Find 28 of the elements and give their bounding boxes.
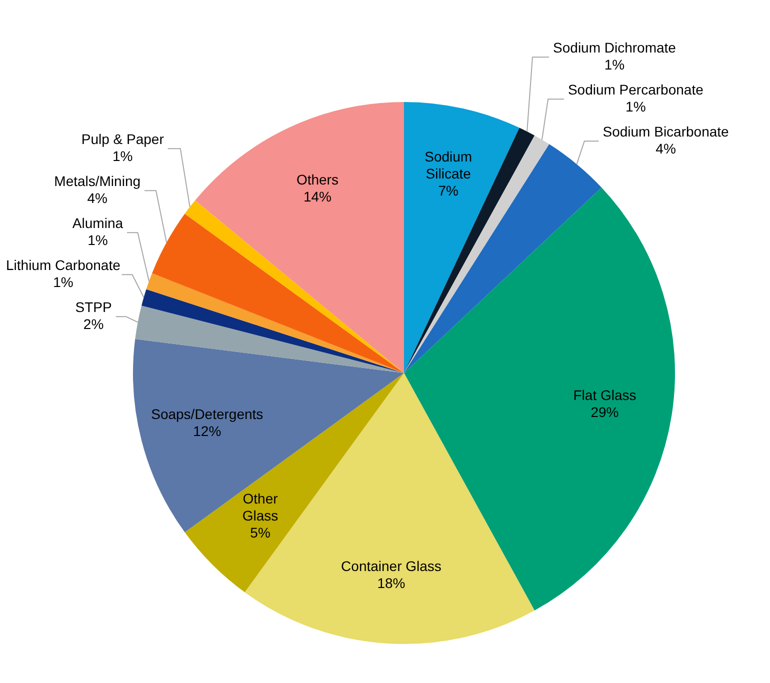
data-label: 14% — [303, 188, 332, 204]
data-label: 1% — [53, 274, 74, 290]
data-label: 1% — [626, 98, 646, 114]
data-label: 4% — [656, 140, 676, 156]
slice-label: Sodium Silicate — [424, 148, 472, 182]
slice-label: Flat Glass — [573, 387, 636, 404]
data-label: 1% — [604, 56, 625, 72]
slice-label: STPP — [75, 298, 112, 315]
slice-label: Sodium Percarbonate — [568, 81, 704, 98]
data-label: 18% — [377, 575, 406, 592]
slice-label: Metals/Mining — [54, 172, 141, 189]
slice-label: Container Glass — [341, 558, 442, 574]
data-label: 2% — [83, 316, 104, 332]
slice-label: Pulp & Paper — [81, 130, 164, 147]
slice-label: Sodium Dichromate — [553, 39, 676, 56]
data-label: 12% — [193, 422, 222, 439]
data-label: 5% — [250, 524, 270, 541]
data-label: 1% — [112, 148, 133, 164]
slice-label: Soaps/Detergents — [151, 406, 264, 422]
data-label: 4% — [87, 190, 108, 206]
data-label: 1% — [88, 232, 108, 248]
slice-label: Other Glass — [242, 490, 278, 524]
data-label: 7% — [438, 182, 458, 199]
data-label: 29% — [590, 404, 619, 420]
slice-label: Others — [296, 171, 338, 188]
slice-label: Alumina — [72, 214, 124, 231]
slice-label: Lithium Carbonate — [6, 256, 121, 273]
slice-label: Sodium Bicarbonate — [602, 123, 730, 140]
